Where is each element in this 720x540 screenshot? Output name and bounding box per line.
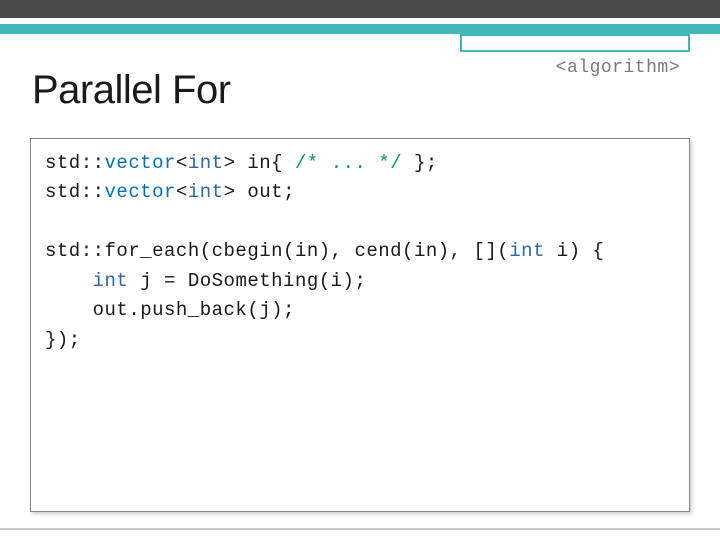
code-text: > in{ <box>224 152 295 174</box>
code-comment: /* ... */ <box>295 152 402 174</box>
code-text: }); <box>45 329 81 351</box>
code-text: > out; <box>224 181 295 203</box>
code-text: j = DoSomething(i); <box>128 270 366 292</box>
code-box: std::vector<int> in{ /* ... */ }; std::v… <box>30 138 690 512</box>
code-type: vector <box>105 181 176 203</box>
code-text: out.push_back(j); <box>45 299 295 321</box>
code-content: std::vector<int> in{ /* ... */ }; std::v… <box>45 149 675 355</box>
code-int: int <box>188 181 224 203</box>
code-text: < <box>176 181 188 203</box>
code-text <box>45 270 93 292</box>
code-text: < <box>176 152 188 174</box>
code-text: i) { <box>545 240 605 262</box>
code-type: vector <box>105 152 176 174</box>
accent-box <box>460 34 690 52</box>
slide-title: Parallel For <box>32 68 231 113</box>
code-int: int <box>93 270 129 292</box>
header-tag: <algorithm> <box>556 58 680 78</box>
code-int: int <box>509 240 545 262</box>
top-bar-teal <box>0 24 720 34</box>
top-bar-dark <box>0 0 720 18</box>
code-text: }; <box>402 152 438 174</box>
code-ns: std:: <box>45 181 105 203</box>
code-text: std::for_each(cbegin(in), cend(in), []( <box>45 240 509 262</box>
bottom-rule <box>0 528 720 530</box>
code-int: int <box>188 152 224 174</box>
code-ns: std:: <box>45 152 105 174</box>
